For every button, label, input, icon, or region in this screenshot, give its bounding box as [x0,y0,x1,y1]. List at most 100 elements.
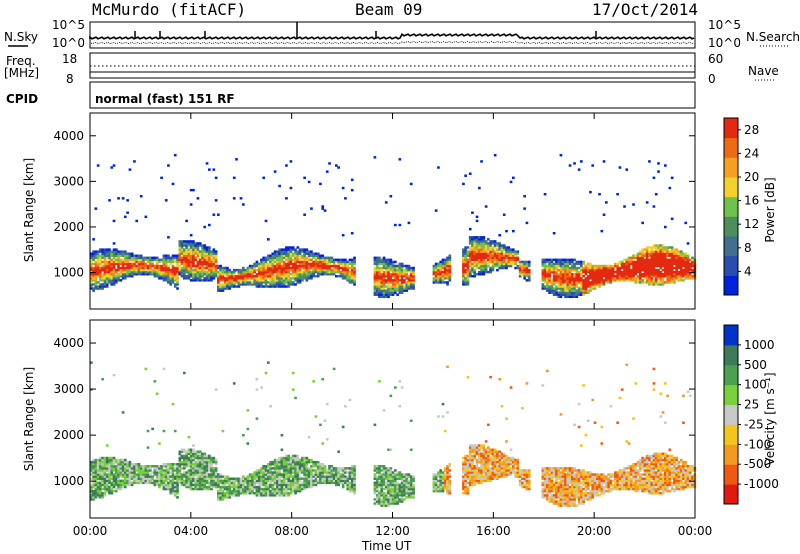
data-cell [210,465,213,468]
data-cell [525,273,529,276]
data-cell [94,492,98,495]
data-cell [282,281,286,284]
data-cell [112,242,116,245]
data-cell [160,483,163,487]
data-cell [103,469,107,472]
data-cell [335,260,338,264]
data-cell [130,475,134,478]
data-cell [210,277,213,280]
data-cell [654,256,658,260]
data-cell [133,463,136,466]
data-cell [99,487,102,491]
data-cell [183,254,186,257]
data-cell [253,483,256,487]
noise-tick-bottom-left: 10^0 [52,36,85,50]
data-cell [684,256,688,260]
data-cell [328,268,331,272]
data-cell [466,252,470,255]
data-cell [121,273,125,276]
data-cell [205,277,209,280]
data-cell [187,258,191,262]
data-cell [321,258,325,262]
data-cell [192,240,195,243]
data-cell [282,254,286,257]
data-cell [210,250,213,253]
data-cell [384,260,388,264]
data-cell [94,250,98,253]
data-cell [659,260,663,264]
data-cell [196,483,200,487]
data-cell [462,283,465,286]
data-cell [512,262,515,266]
data-cell [169,277,173,280]
data-cell [475,219,479,223]
data-cell [598,270,601,274]
data-cell [571,289,574,292]
data-cell [137,270,141,274]
data-cell [480,268,483,272]
data-cell [135,467,139,470]
data-cell [305,458,309,462]
data-cell [121,266,125,270]
data-cell [115,477,118,480]
data-cell [321,270,325,274]
data-cell [187,463,191,466]
data-cell [214,266,218,270]
data-cell [512,176,515,180]
data-cell [323,465,327,468]
data-cell [212,258,216,262]
data-cell [251,492,254,495]
data-cell [557,268,561,272]
data-cell [262,279,266,282]
data-cell [493,252,497,255]
data-cell [244,281,247,284]
data-cell [192,250,195,253]
data-cell [226,275,229,278]
data-cell [117,467,120,470]
data-cell [90,473,93,476]
data-cell [294,260,297,264]
data-cell [112,481,116,485]
data-cell [527,279,531,282]
data-cell [167,264,170,268]
data-cell [158,442,161,445]
data-cell [314,483,318,487]
data-cell [217,266,220,270]
data-cell [162,481,166,485]
data-cell [350,260,354,264]
data-cell [561,277,565,280]
data-cell [119,458,123,462]
data-cell [582,266,585,270]
data-cell [375,268,379,272]
data-cell [303,213,306,216]
data-cell [577,291,581,294]
data-cell [464,250,467,253]
data-cell [645,266,649,270]
data-cell [384,270,388,274]
data-cell [112,219,116,223]
data-cell [217,277,220,280]
data-cell [232,268,236,272]
data-cell [471,258,474,262]
data-cell [589,277,592,280]
data-cell [99,492,102,495]
data-cell [115,256,118,260]
data-cell [348,281,352,284]
data-cell [652,281,656,284]
data-cell [264,264,268,268]
data-cell [598,273,601,276]
data-cell [287,264,291,268]
data-cell [323,262,327,266]
freq-panel-frame [89,52,696,79]
data-cell [176,463,179,466]
data-cell [282,471,286,474]
data-cell [146,266,150,270]
data-cell [301,273,304,276]
data-cell [264,473,268,476]
data-cell [443,264,447,268]
data-cell [99,285,102,288]
data-cell [645,275,649,278]
data-cell [130,268,134,272]
data-cell [198,456,202,460]
data-cell [412,277,415,280]
